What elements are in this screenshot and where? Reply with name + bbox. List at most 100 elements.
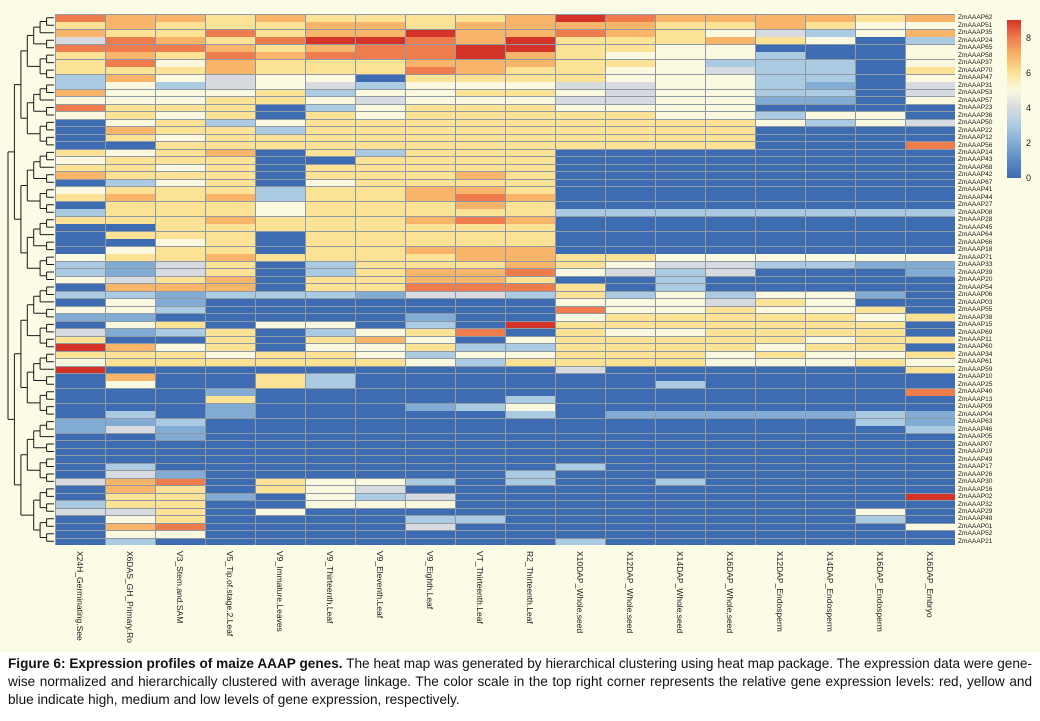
heatmap-cell	[156, 127, 206, 134]
heatmap-cell	[856, 216, 906, 224]
heatmap-cell	[706, 344, 756, 351]
heatmap-cell	[506, 359, 556, 366]
heatmap-cell	[206, 29, 256, 37]
gene-label: ZmAAAP04	[958, 410, 993, 418]
heatmap-cell	[806, 531, 856, 538]
heatmap-cell	[806, 89, 856, 97]
heatmap-cell	[606, 411, 656, 419]
heatmap-cell	[306, 179, 356, 187]
heatmap-cell	[456, 306, 506, 314]
heatmap-cell	[356, 216, 406, 224]
heatmap-cell	[606, 224, 656, 232]
heatmap-cell	[606, 314, 656, 321]
gene-label: ZmAAAP18	[958, 246, 993, 254]
heatmap-cell	[106, 254, 156, 261]
heatmap-cell	[56, 344, 106, 351]
heatmap-cell	[906, 456, 956, 463]
heatmap-cell	[156, 261, 206, 269]
heatmap-cell	[256, 501, 306, 508]
heatmap-cell	[706, 448, 756, 456]
heatmap-cell	[706, 231, 756, 239]
heatmap-cell	[156, 329, 206, 336]
heatmap-cell	[406, 127, 456, 134]
heatmap-cell	[56, 486, 106, 493]
gene-label: ZmAAAP62	[958, 14, 993, 22]
heatmap-cell	[906, 67, 956, 75]
heatmap-cell	[306, 239, 356, 247]
heatmap-cell	[906, 134, 956, 142]
heatmap-cell	[306, 486, 356, 493]
heatmap-cell	[106, 463, 156, 471]
heatmap-cell	[806, 508, 856, 516]
heatmap-cell	[556, 306, 606, 314]
heatmap-cell	[356, 336, 406, 344]
sample-label: X14DAP_Whole.seed	[674, 551, 685, 634]
heatmap-cell	[856, 261, 906, 269]
heatmap-cell	[806, 59, 856, 67]
heatmap-cell	[656, 261, 706, 269]
gene-label: ZmAAAP08	[958, 208, 993, 216]
heatmap-cell	[706, 224, 756, 232]
heatmap-cell	[356, 381, 406, 389]
heatmap-cell	[506, 373, 556, 381]
heatmap-cell	[856, 134, 906, 142]
heatmap-cell	[756, 134, 806, 142]
heatmap-cell	[756, 209, 806, 217]
heatmap-cell	[306, 531, 356, 538]
heatmap-cell	[156, 381, 206, 389]
heatmap-cell	[456, 29, 506, 37]
heatmap-cell	[806, 246, 856, 254]
heatmap-cell	[656, 433, 706, 441]
gene-label: ZmAAAP14	[958, 149, 993, 156]
heatmap-cell	[306, 52, 356, 60]
heatmap-cell	[556, 52, 606, 60]
heatmap-cell	[856, 104, 906, 112]
heatmap-cell	[356, 463, 406, 471]
heatmap-cell	[506, 486, 556, 493]
heatmap-cell	[356, 321, 406, 329]
heatmap-cell	[606, 501, 656, 508]
heatmap-cell	[306, 359, 356, 366]
heatmap-cell	[606, 344, 656, 351]
heatmap-cell	[506, 366, 556, 374]
heatmap-cell	[56, 142, 106, 149]
heatmap-cell	[506, 231, 556, 239]
heatmap-cell	[756, 396, 806, 404]
heatmap-cell	[906, 104, 956, 112]
heatmap-cell	[256, 284, 306, 291]
heatmap-cell	[656, 231, 706, 239]
heatmap-cell	[256, 142, 306, 149]
gene-label: ZmAAAP40	[958, 388, 993, 396]
heatmap-cell	[456, 82, 506, 89]
heatmap-cell	[456, 37, 506, 45]
heatmap-cell	[356, 291, 406, 299]
heatmap-cell	[556, 89, 606, 97]
heatmap-cell	[456, 531, 506, 538]
heatmap-cell	[706, 299, 756, 306]
heatmap-cell	[206, 441, 256, 448]
heatmap-cell	[156, 74, 206, 82]
heatmap-cell	[806, 216, 856, 224]
heatmap-cell	[906, 22, 956, 30]
heatmap-cell	[806, 306, 856, 314]
heatmap-cell	[256, 448, 306, 456]
heatmap-cell	[156, 291, 206, 299]
heatmap-cell	[156, 269, 206, 276]
heatmap-cell	[256, 127, 306, 134]
heatmap-cell	[906, 82, 956, 89]
gene-label: ZmAAAP29	[958, 507, 993, 515]
heatmap-cell	[456, 134, 506, 142]
heatmap-cell	[606, 239, 656, 247]
heatmap-cell	[656, 329, 706, 336]
heatmap-cell	[606, 44, 656, 52]
heatmap-cell	[706, 15, 756, 22]
heatmap-cell	[656, 403, 706, 411]
heatmap-cell	[106, 142, 156, 149]
heatmap-cell	[556, 37, 606, 45]
heatmap-cell	[506, 149, 556, 157]
heatmap-cell	[656, 22, 706, 30]
heatmap-cell	[606, 418, 656, 426]
heatmap-cell	[456, 261, 506, 269]
heatmap-cell	[906, 403, 956, 411]
heatmap-cell	[656, 15, 706, 22]
